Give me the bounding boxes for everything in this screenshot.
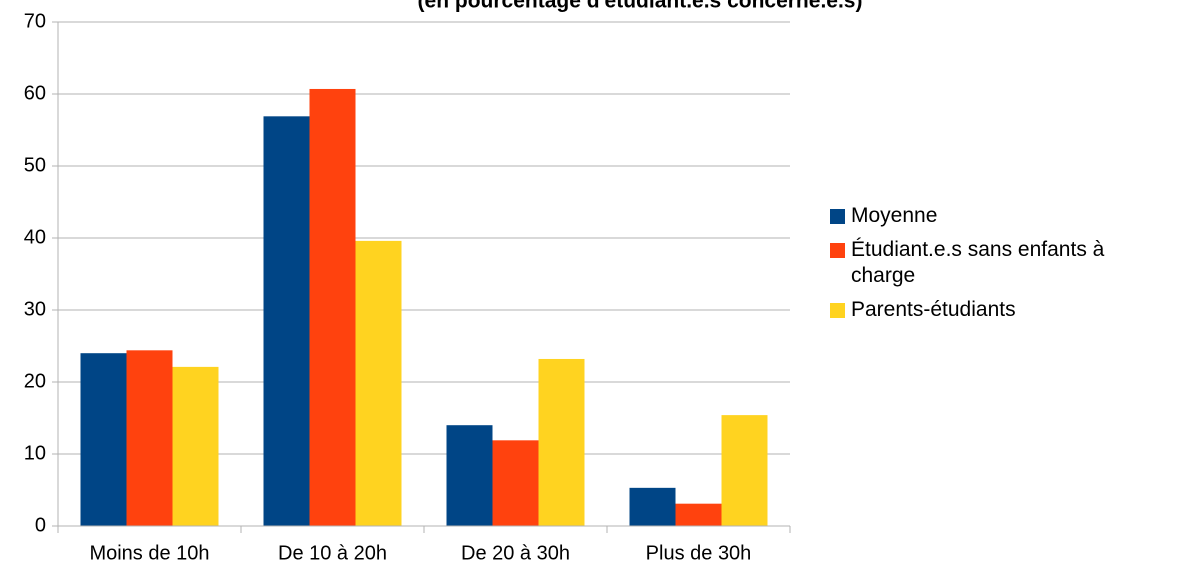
legend-label: Étudiant.e.s sans enfants à charge [851, 238, 1105, 287]
legend-swatch [830, 243, 845, 258]
y-tick-label: 20 [24, 370, 46, 392]
y-tick-label: 70 [24, 10, 46, 32]
y-tick-label: 50 [24, 154, 46, 176]
x-tick-label: De 10 à 20h [278, 542, 387, 564]
bar [172, 366, 219, 526]
bar [721, 415, 768, 526]
legend-item: Étudiant.e.s sans enfants à charge [830, 237, 1170, 289]
y-tick-label: 30 [24, 298, 46, 320]
x-tick-label: Moins de 10h [89, 542, 209, 564]
legend-label: Parents-étudiants [851, 298, 1016, 321]
x-tick-label: Plus de 30h [646, 542, 752, 564]
chart-subtitle: (en pourcentage d'étudiant.e.s concerné.… [418, 0, 863, 13]
bar [80, 353, 127, 526]
bar [446, 425, 493, 526]
bar [126, 350, 173, 526]
legend-swatch [830, 209, 845, 224]
legend-label: Moyenne [851, 204, 938, 227]
bar [263, 116, 310, 526]
bar [675, 503, 722, 526]
x-tick-label: De 20 à 30h [461, 542, 570, 564]
y-tick-label: 60 [24, 82, 46, 104]
y-tick-label: 10 [24, 442, 46, 464]
y-tick-label: 40 [24, 226, 46, 248]
y-tick-label: 0 [35, 514, 46, 536]
legend-item: Moyenne [830, 203, 1170, 229]
bar [492, 440, 539, 526]
legend-item: Parents-étudiants [830, 297, 1170, 323]
bar [538, 358, 585, 526]
bar [355, 240, 402, 526]
bar [309, 88, 356, 527]
legend-swatch [830, 303, 845, 318]
legend: Moyenne Étudiant.e.s sans enfants à charg… [830, 203, 1170, 331]
bar [629, 487, 676, 526]
